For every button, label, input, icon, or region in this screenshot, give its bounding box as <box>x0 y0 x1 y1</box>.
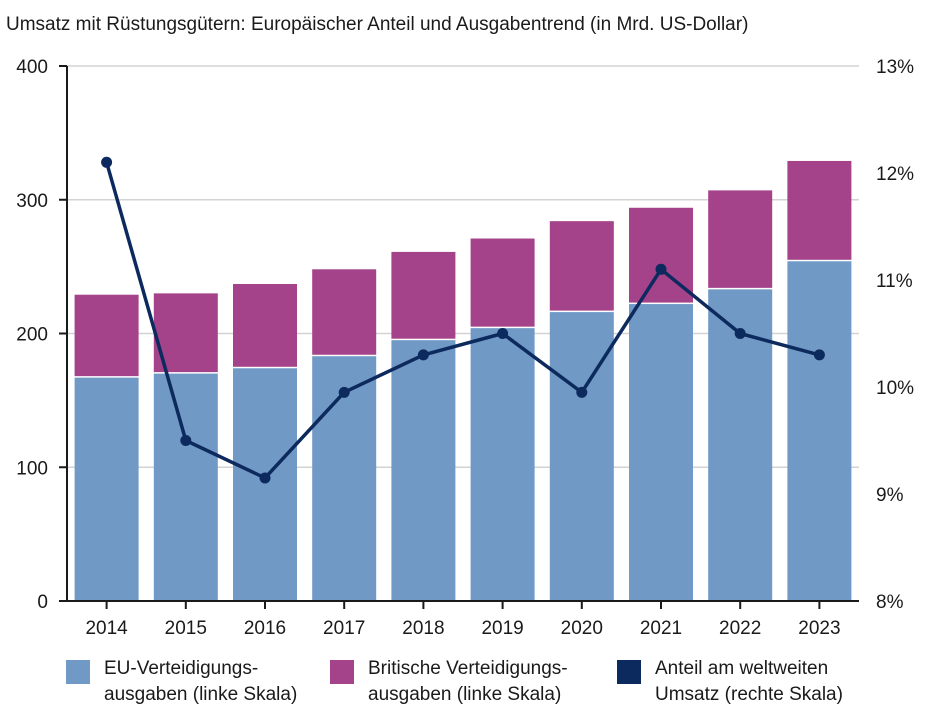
bar-eu-2015 <box>153 373 218 601</box>
x-tick-2019: 2019 <box>481 618 523 639</box>
bar-uk-2017 <box>312 269 377 355</box>
bar-uk-2023 <box>787 160 852 260</box>
y-right-tick-8: 8% <box>876 592 904 613</box>
y-right-tick-13: 13% <box>876 57 914 78</box>
x-tick-2020: 2020 <box>561 618 603 639</box>
y-right-tick-9: 9% <box>876 485 904 506</box>
bar-eu-2016 <box>233 368 297 601</box>
legend-item-share: Anteil am weltweiten Umsatz (rechte Skal… <box>617 656 905 708</box>
point-share-2017 <box>338 386 350 398</box>
bar-eu-2022 <box>708 289 773 601</box>
bar-eu-2018 <box>391 340 456 601</box>
point-share-2022 <box>734 328 746 339</box>
y-right-tick-12: 12% <box>876 164 914 185</box>
x-tick-2022: 2022 <box>719 618 761 639</box>
y-right-tick-10: 10% <box>876 378 914 399</box>
legend-label-share-line1: Anteil am weltweiten <box>655 658 829 679</box>
legend-label-share-line2: Umsatz (rechte Skala) <box>655 684 843 705</box>
y-left-tick-200: 200 <box>16 325 48 346</box>
legend-label-eu-line2: ausgaben (linke Skala) <box>104 684 298 705</box>
bar-uk-2019 <box>470 238 535 327</box>
point-share-2019 <box>497 328 509 339</box>
legend-swatch-uk <box>330 660 354 684</box>
chart-title: Umsatz mit Rüstungsgütern: Europäischer … <box>6 14 749 35</box>
x-tick-2017: 2017 <box>323 618 365 639</box>
bar-uk-2020 <box>549 221 614 311</box>
bar-uk-2015 <box>153 293 218 373</box>
y-right-tick-11: 11% <box>876 271 913 292</box>
y-left-tick-100: 100 <box>16 458 48 479</box>
y-left-tick-300: 300 <box>16 191 48 212</box>
combo-chart: 0 100 200 300 400 8% 9% 10% 11% 12% 13% 2014 2015 201… <box>16 57 914 639</box>
bar-eu-2019 <box>470 328 535 601</box>
bar-eu-2023 <box>787 261 852 601</box>
x-tick-2015: 2015 <box>165 618 207 639</box>
y-left-tick-400: 400 <box>16 57 48 78</box>
point-share-2016 <box>259 472 271 484</box>
legend-item-eu: EU-Verteidigungs- ausgaben (linke Skala) <box>66 656 354 708</box>
x-tick-2018: 2018 <box>402 618 444 639</box>
point-share-2015 <box>180 435 192 446</box>
legend-item-uk: Britische Verteidigungs- ausgaben (linke… <box>330 656 618 708</box>
bar-uk-2022 <box>708 190 773 288</box>
legend-label-uk-line1: Britische Verteidigungs- <box>368 658 568 679</box>
legend-swatch-eu <box>66 660 90 684</box>
bar-eu-2021 <box>629 304 693 601</box>
x-tick-2023: 2023 <box>798 618 840 639</box>
x-tick-2021: 2021 <box>640 618 682 639</box>
bar-eu-2014 <box>74 377 139 601</box>
legend-swatch-share <box>617 660 641 684</box>
chart-legend: EU-Verteidigungs- ausgaben (linke Skala)… <box>0 656 930 716</box>
bar-uk-2018 <box>391 251 456 339</box>
bar-uk-2016 <box>233 284 297 367</box>
point-share-2014 <box>101 156 113 168</box>
bar-uk-2014 <box>74 294 139 377</box>
x-tick-2014: 2014 <box>85 618 128 639</box>
y-left-tick-0: 0 <box>37 592 48 613</box>
point-share-2023 <box>813 349 825 361</box>
legend-label-uk-line2: ausgaben (linke Skala) <box>368 684 562 705</box>
point-share-2021 <box>655 263 667 275</box>
point-share-2020 <box>576 386 588 398</box>
legend-label-eu-line1: EU-Verteidigungs- <box>104 658 259 679</box>
x-tick-2016: 2016 <box>244 618 286 639</box>
line-share <box>104 161 820 480</box>
point-share-2018 <box>417 349 429 361</box>
